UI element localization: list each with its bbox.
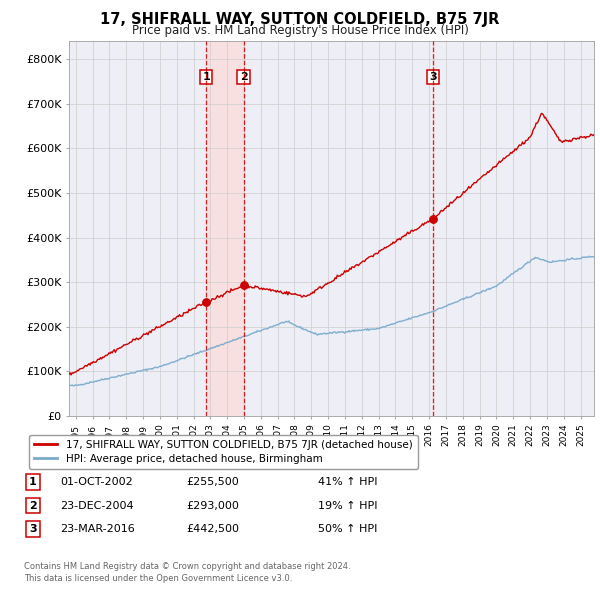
Text: 50% ↑ HPI: 50% ↑ HPI	[318, 525, 377, 534]
Point	[239, 281, 248, 290]
Text: £442,500: £442,500	[186, 525, 239, 534]
Text: £293,000: £293,000	[186, 501, 239, 510]
Text: 23-DEC-2004: 23-DEC-2004	[60, 501, 134, 510]
Point	[428, 214, 438, 223]
Bar	[206, 41, 244, 416]
Text: Contains HM Land Registry data © Crown copyright and database right 2024.: Contains HM Land Registry data © Crown c…	[24, 562, 350, 571]
Text: This data is licensed under the Open Government Licence v3.0.: This data is licensed under the Open Gov…	[24, 574, 292, 583]
Text: 23-MAR-2016: 23-MAR-2016	[60, 525, 135, 534]
Text: 3: 3	[429, 72, 437, 82]
Text: 1: 1	[29, 477, 37, 487]
Text: 3: 3	[29, 525, 37, 534]
Text: 2: 2	[29, 501, 37, 510]
Text: £255,500: £255,500	[186, 477, 239, 487]
Bar	[433, 41, 434, 416]
Text: 41% ↑ HPI: 41% ↑ HPI	[318, 477, 377, 487]
Legend: 17, SHIFRALL WAY, SUTTON COLDFIELD, B75 7JR (detached house), HPI: Average price: 17, SHIFRALL WAY, SUTTON COLDFIELD, B75 …	[29, 435, 418, 469]
Text: 01-OCT-2002: 01-OCT-2002	[60, 477, 133, 487]
Point	[202, 297, 211, 307]
Text: 1: 1	[202, 72, 210, 82]
Text: Price paid vs. HM Land Registry's House Price Index (HPI): Price paid vs. HM Land Registry's House …	[131, 24, 469, 37]
Text: 17, SHIFRALL WAY, SUTTON COLDFIELD, B75 7JR: 17, SHIFRALL WAY, SUTTON COLDFIELD, B75 …	[100, 12, 500, 27]
Text: 2: 2	[240, 72, 248, 82]
Text: 19% ↑ HPI: 19% ↑ HPI	[318, 501, 377, 510]
